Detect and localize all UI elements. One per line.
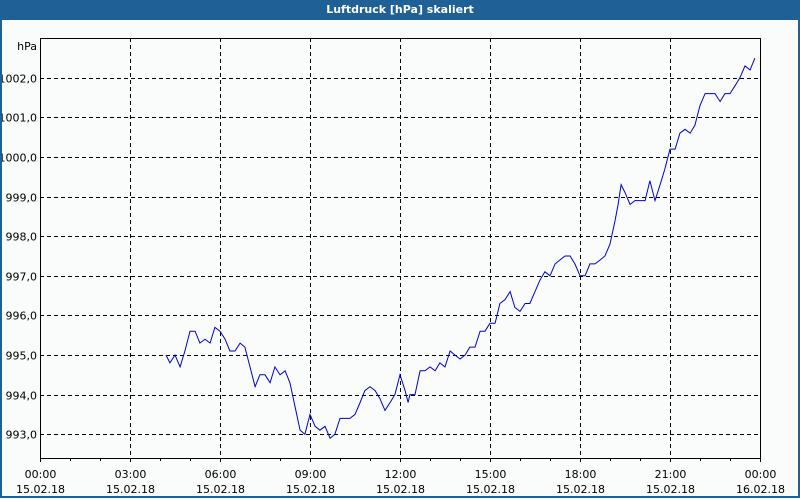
x-tick-date: 15.02.18 (106, 483, 155, 496)
y-tick-label: 993,0 (6, 429, 38, 442)
chart-title: Luftdruck [hPa] skaliert (0, 0, 800, 20)
pressure-line (165, 57, 756, 440)
y-tick-label: 996,0 (6, 310, 38, 323)
x-tick-date: 15.02.18 (556, 483, 605, 496)
axes (40, 38, 761, 462)
x-tick-time: 00:00 (25, 468, 57, 481)
y-axis-labels: 993,0 994,0 995,0 996,0 997,0 998,0 999,0 1000,… (2, 73, 37, 442)
x-tick-date: 15.02.18 (646, 483, 695, 496)
x-axis-labels: 00:00 15.02.18 03:00 15.02.18 06:00 15.02.18 0… (16, 468, 785, 496)
y-tick-label: 1000,0 (2, 152, 37, 165)
y-axis-unit: hPa (17, 40, 37, 53)
x-tick-time: 00:00 (745, 468, 777, 481)
y-tick-label: 1002,0 (2, 73, 37, 86)
y-tick-label: 995,0 (6, 350, 38, 363)
y-tick-label: 997,0 (6, 271, 38, 284)
x-tick-date: 15.02.18 (16, 483, 65, 496)
x-tick-date: 15.02.18 (196, 483, 245, 496)
x-tick-date: 15.02.18 (466, 483, 515, 496)
x-tick-time: 09:00 (295, 468, 327, 481)
x-tick-time: 12:00 (385, 468, 417, 481)
y-tick-label: 999,0 (6, 192, 38, 205)
x-tick-date: 15.02.18 (376, 483, 425, 496)
x-tick-time: 03:00 (115, 468, 147, 481)
x-tick-date: 15.02.18 (286, 483, 335, 496)
y-tick-label: 998,0 (6, 231, 38, 244)
x-tick-time: 06:00 (205, 468, 237, 481)
grid-lines (40, 38, 760, 458)
y-tick-label: 1001,0 (2, 112, 37, 125)
y-tick-label: 994,0 (6, 390, 38, 403)
x-tick-time: 21:00 (655, 468, 687, 481)
x-tick-date: 16.02.18 (736, 483, 785, 496)
x-tick-time: 18:00 (565, 468, 597, 481)
x-tick-time: 15:00 (475, 468, 507, 481)
